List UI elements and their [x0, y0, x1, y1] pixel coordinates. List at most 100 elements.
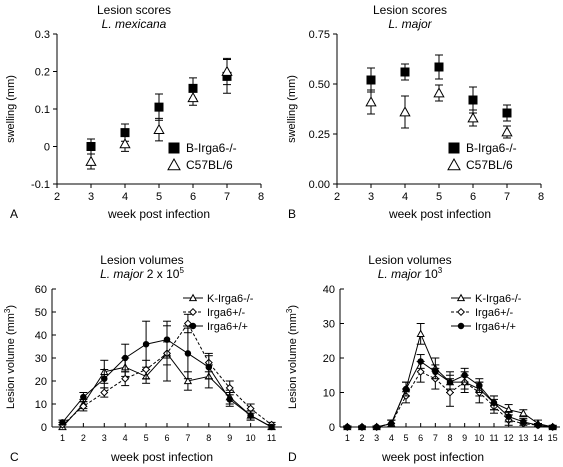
panel-c-y-tick-label: 40: [35, 330, 47, 342]
panel-a-x-tick-label: 7: [224, 191, 230, 203]
panel-a-point-c57bl-6: [153, 123, 165, 134]
panel-c-point-irga6: [121, 354, 129, 362]
panel-b-subtitle: L. major: [388, 17, 432, 31]
panel-d-subtitle-italic: L. major: [378, 267, 422, 281]
panel-c-y-tick-label: 30: [35, 353, 47, 365]
panel-a-y-tick-label: 0.2: [35, 67, 50, 79]
panel-b-point-c57bl-6: [399, 106, 411, 117]
panel-d-point-irga6: [445, 388, 455, 397]
panel-d-y-tick-label: 40: [323, 284, 335, 296]
panel-d-x-tick-label: 10: [474, 433, 484, 443]
panel-b-x-tick-label: 8: [538, 191, 544, 203]
panel-c-point-irga6: [247, 412, 254, 419]
panel-a-x-tick-label: 4: [122, 191, 128, 203]
panel-a-legend-marker-c57bl-6: [167, 157, 181, 171]
panel-d-ylabel-main: Lesion volume (mm: [287, 313, 299, 409]
panel-b-x-tick-label: 5: [436, 191, 442, 203]
panel-d-xlabel: week post infection: [381, 450, 484, 464]
panel-d-x-tick-label: 4: [389, 433, 394, 443]
panel-c-point-irga6: [100, 388, 109, 397]
panel-d-x-tick-label: 2: [359, 433, 364, 443]
panel-d-point-irga6: [461, 372, 468, 379]
panel-c-y-tick-label: 10: [35, 399, 47, 411]
panel-d-point-irga6: [358, 423, 366, 431]
panel-b-point-c57bl-6: [365, 96, 377, 107]
panel-a-legend-label-c57bl-6: C57BL/6: [186, 158, 233, 172]
panel-c-x-tick-label: 2: [81, 433, 86, 443]
panel-b-x-tick-label: 6: [470, 191, 476, 203]
panel-d-legend-marker-irga6: [456, 307, 466, 317]
panel-d-point-irga6: [505, 413, 512, 420]
panel-d-point-irga6: [520, 418, 527, 426]
panel-c-x-tick-label: 8: [206, 433, 211, 443]
panel-c-subtitle-sup: 5: [179, 266, 184, 275]
panel-d-x-tick-label: 8: [447, 433, 452, 443]
panel-d-ylabel: Lesion volume (mm3): [285, 305, 299, 409]
panel-b-y-tick-label: 0.25: [309, 129, 330, 141]
panel-c-y-tick-label: 20: [35, 376, 47, 388]
panel-c-y-tick-label: 60: [35, 284, 47, 296]
panel-d-ylabel-end: ): [287, 305, 299, 309]
panel-b-x-tick-label: 3: [368, 191, 374, 203]
panel-a-ylabel: swelling (mm): [5, 75, 17, 143]
panel-b-y-tick-label: 0.50: [309, 79, 330, 91]
panel-c-x-tick-label: 6: [164, 433, 169, 443]
panel-d-point-irga6: [402, 385, 410, 393]
panel-b-point-b-irga6: [468, 95, 478, 105]
panel-c-point-irga6: [59, 419, 66, 426]
panel-c-point-irga6: [79, 402, 88, 411]
panel-d-x-tick-label: 6: [418, 433, 423, 443]
panel-c-subtitle-italic: L. major: [100, 267, 144, 281]
panel-a-point-b-irga6: [154, 102, 164, 112]
panel-b-legend-marker-c57bl-6: [447, 157, 461, 171]
panel-a: Lesion scores L. mexicana swelling (mm) …: [5, 3, 264, 221]
panel-b-point-c57bl-6: [501, 126, 513, 137]
panel-d-subtitle-sup: 3: [438, 266, 443, 275]
panel-c-xlabel: week post infection: [110, 450, 213, 464]
panel-d-point-k-irga6: [519, 408, 528, 417]
panel-d-x-tick-label: 11: [489, 433, 498, 443]
panel-d-point-irga6: [344, 423, 351, 431]
panel-d-point-irga6: [549, 423, 556, 431]
panel-a-x-tick-label: 3: [88, 191, 94, 203]
panel-c-point-irga6: [121, 374, 130, 383]
panel-c-x-tick-label: 3: [102, 433, 107, 443]
panel-a-subtitle: L. mexicana: [102, 17, 167, 31]
panel-c-ylabel: Lesion volume (mm3): [3, 305, 17, 409]
panel-d-point-irga6: [534, 422, 542, 429]
panel-b-point-b-irga6: [366, 75, 376, 85]
panel-a-point-c57bl-6: [85, 155, 97, 166]
panel-a-point-b-irga6: [120, 128, 130, 138]
panel-d-point-irga6: [432, 368, 439, 376]
panel-a-point-b-irga6: [86, 142, 96, 151]
panel-b-point-c57bl-6: [467, 112, 479, 123]
panel-c-point-irga6: [225, 383, 234, 392]
panel-c-point-irga6: [80, 393, 87, 401]
panel-c: Lesion volumes L. major 2 x 105 Lesion v…: [3, 253, 282, 464]
panel-d-letter: D: [288, 450, 297, 464]
panel-c-point-k-irga6: [183, 376, 193, 385]
panel-d-point-irga6: [490, 399, 498, 407]
panel-a-letter: A: [10, 207, 18, 221]
panel-c-legend-label-k-irga6: K-Irga6-/-: [207, 293, 254, 305]
panel-b-letter: B: [288, 207, 296, 221]
panel-d-ylabel-sup: 3: [285, 308, 294, 313]
panel-c-y-tick-label: 0: [41, 422, 47, 434]
panel-d-legend-label-irga6: Irga6+/-: [475, 307, 514, 319]
panel-b-point-b-irga6: [400, 67, 410, 77]
panel-c-legend-marker-k-irga6: [188, 293, 198, 302]
panel-c-x-tick-label: 5: [144, 433, 149, 443]
panel-c-x-tick-label: 10: [246, 433, 256, 443]
panel-c-point-irga6: [163, 336, 171, 343]
panel-d-legend-marker-k-irga6: [456, 293, 466, 302]
panel-c-point-irga6: [142, 365, 151, 374]
panel-d-x-tick-label: 14: [533, 433, 543, 443]
panel-a-point-c57bl-6: [187, 91, 199, 103]
panel-c-legend-label-irga6: Irga6+/-: [207, 307, 246, 319]
panel-d-point-irga6: [373, 423, 380, 431]
panel-d-point-irga6: [446, 378, 454, 386]
panel-d-legend-label-irga6: Irga6+/+: [475, 321, 516, 333]
panel-d-y-tick-label: 0: [329, 422, 335, 434]
panel-d-x-tick-label: 5: [403, 433, 408, 443]
